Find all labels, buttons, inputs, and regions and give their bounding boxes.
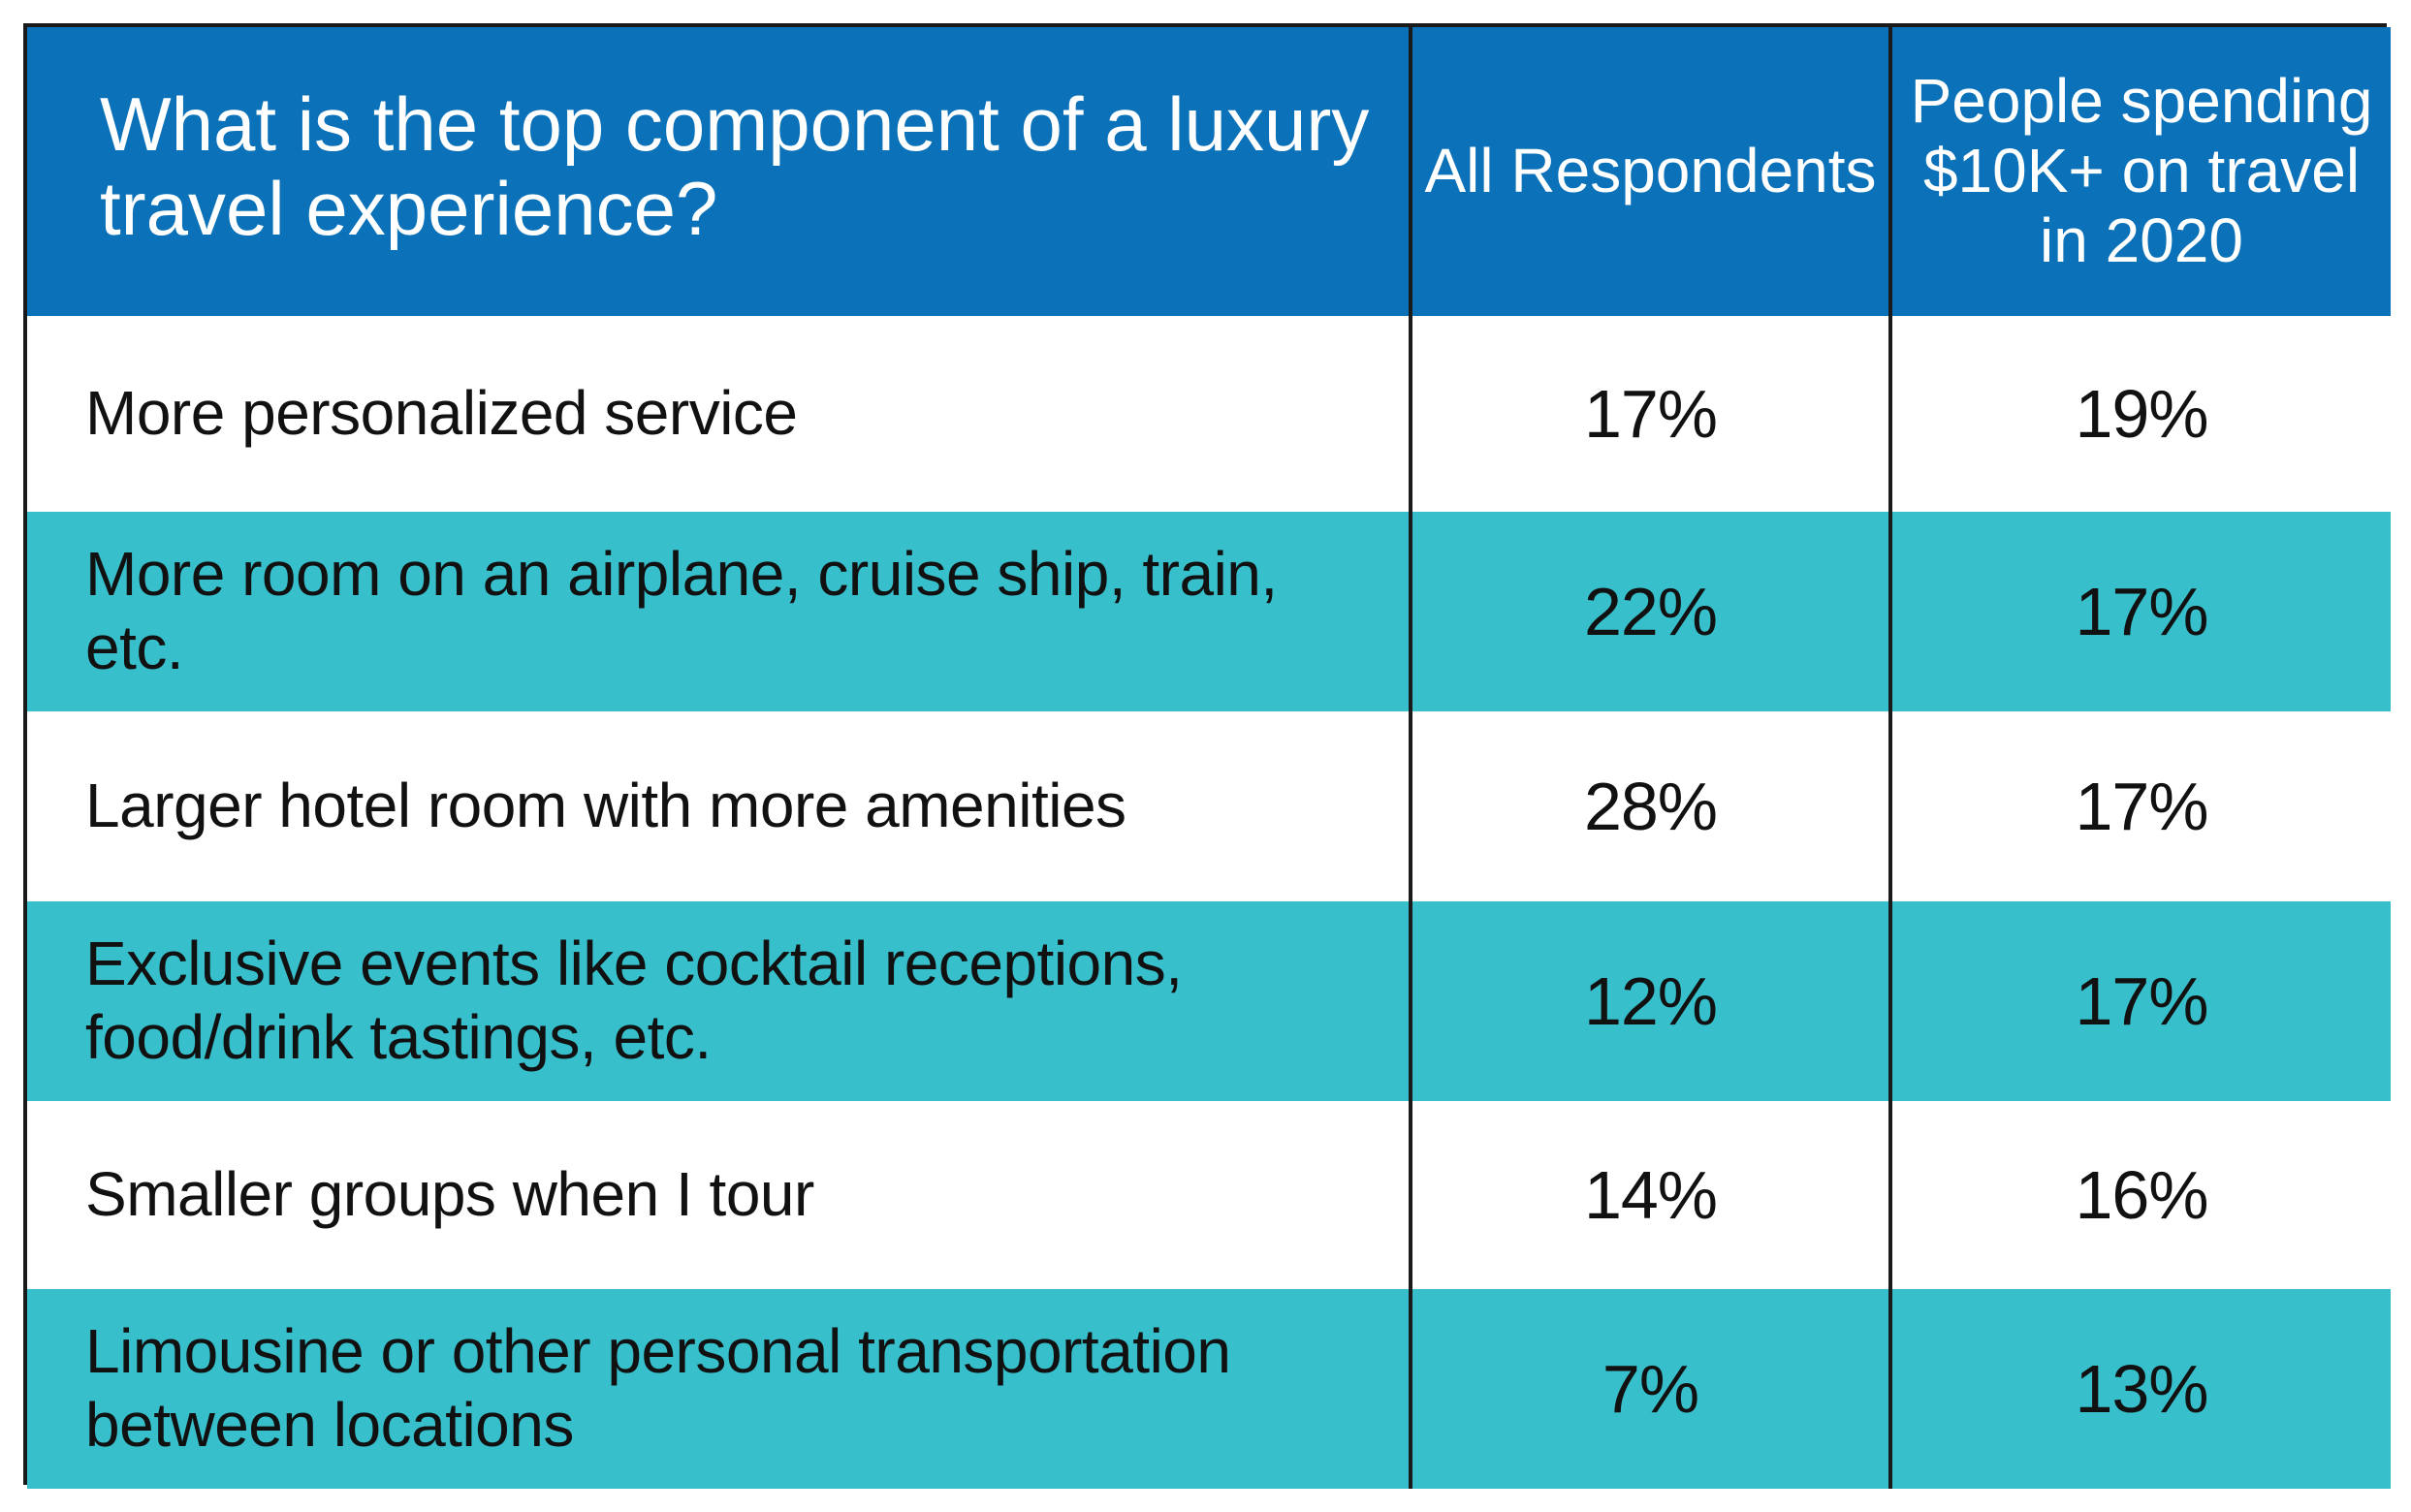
column-header-all-respondents: All Respondents xyxy=(1409,27,1888,316)
column-header-text: All Respondents xyxy=(1424,136,1877,206)
table-title: What is the top component of a luxury tr… xyxy=(27,27,1409,316)
value-high-spenders: 19% xyxy=(1888,316,2391,512)
column-header-high-spenders: People spending $10K+ on travel in 2020 xyxy=(1888,27,2391,316)
value-high-spenders: 17% xyxy=(1888,512,2391,711)
value-all-respondents: 22% xyxy=(1409,512,1888,711)
row-label: More room on an airplane, cruise ship, t… xyxy=(27,512,1409,711)
value-all-respondents: 7% xyxy=(1409,1289,1888,1489)
value-high-spenders: 17% xyxy=(1888,901,2391,1101)
value-all-respondents: 17% xyxy=(1409,316,1888,512)
value-high-spenders: 16% xyxy=(1888,1101,2391,1289)
row-label: Exclusive events like cocktail reception… xyxy=(27,901,1409,1101)
row-label: Smaller groups when I tour xyxy=(27,1101,1409,1289)
row-label: Limousine or other personal transportati… xyxy=(27,1289,1409,1489)
survey-table: What is the top component of a luxury tr… xyxy=(23,23,2391,1489)
value-all-respondents: 14% xyxy=(1409,1101,1888,1289)
table-title-text: What is the top component of a luxury tr… xyxy=(100,80,1370,251)
value-high-spenders: 13% xyxy=(1888,1289,2391,1489)
value-all-respondents: 28% xyxy=(1409,711,1888,901)
row-label: More personalized service xyxy=(27,316,1409,512)
column-header-text: People spending $10K+ on travel in 2020 xyxy=(1910,66,2373,275)
value-all-respondents: 12% xyxy=(1409,901,1888,1101)
row-label: Larger hotel room with more amenities xyxy=(27,711,1409,901)
value-high-spenders: 17% xyxy=(1888,711,2391,901)
